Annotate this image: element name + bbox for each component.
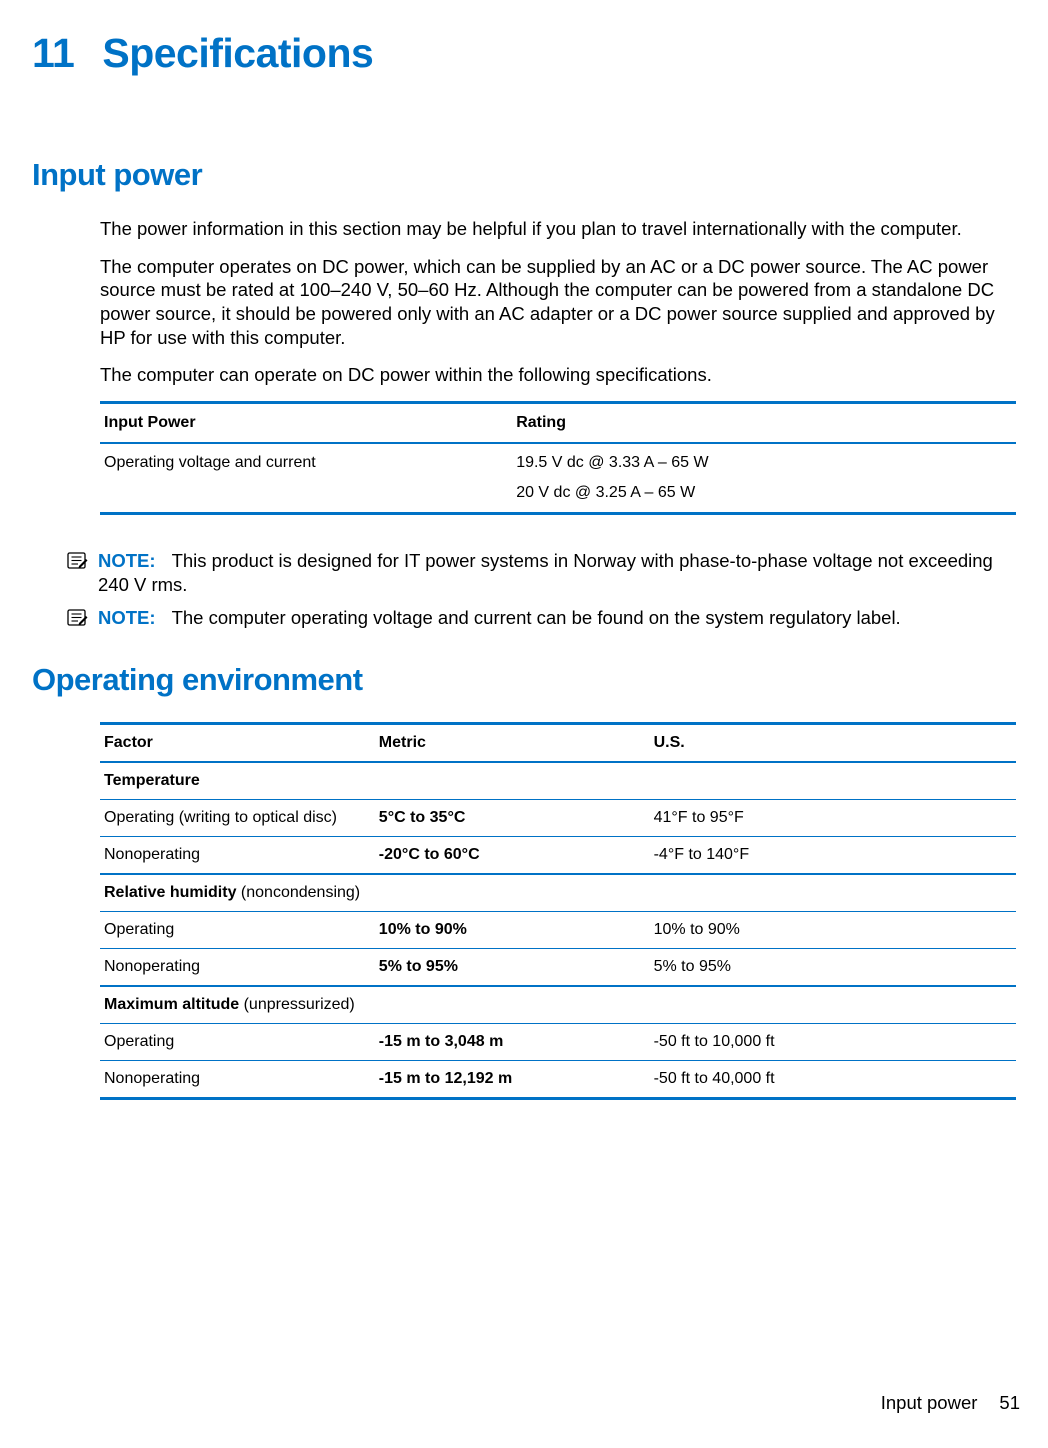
- table-cell-rating: 19.5 V dc @ 3.33 A – 65 W 20 V dc @ 3.25…: [512, 443, 1016, 514]
- table-header-row: Input Power Rating: [100, 403, 1016, 444]
- table-cell-metric: -15 m to 3,048 m: [375, 1024, 650, 1061]
- paragraph: The power information in this section ma…: [100, 217, 1016, 241]
- table-row: Nonoperating5% to 95%5% to 95%: [100, 949, 1016, 987]
- table-cell-us: -50 ft to 40,000 ft: [650, 1061, 1016, 1099]
- note: NOTE: The computer operating voltage and …: [66, 606, 1016, 634]
- table-cell-metric: 5% to 95%: [375, 949, 650, 987]
- chapter-title: Specifications: [102, 30, 373, 76]
- table-cell-metric: -15 m to 12,192 m: [375, 1061, 650, 1099]
- table-row: Operating10% to 90%10% to 90%: [100, 912, 1016, 949]
- section-operating-env-heading: Operating environment: [32, 662, 1016, 698]
- table-section-row: Temperature: [100, 762, 1016, 800]
- note-label: NOTE:: [98, 550, 156, 571]
- operating-env-table: Factor Metric U.S. TemperatureOperating …: [100, 722, 1016, 1100]
- footer-section: Input power: [881, 1392, 978, 1413]
- chapter-heading: 11 Specifications: [32, 30, 1016, 77]
- table-header: Rating: [512, 403, 1016, 444]
- table-cell-label: Operating voltage and current: [100, 443, 512, 514]
- input-power-body: The power information in this section ma…: [100, 217, 1016, 515]
- note: NOTE:This product is designed for IT pow…: [66, 549, 1016, 596]
- table-section-header: Relative humidity (noncondensing): [100, 874, 1016, 912]
- chapter-number: 11: [32, 30, 74, 77]
- table-header: Input Power: [100, 403, 512, 444]
- table-cell-us: 41°F to 95°F: [650, 800, 1016, 837]
- table-cell-factor: Operating (writing to optical disc): [100, 800, 375, 837]
- table-header: U.S.: [650, 724, 1016, 763]
- table-section-row: Maximum altitude (unpressurized): [100, 986, 1016, 1024]
- page: 11 Specifications Input power The power i…: [0, 0, 1048, 1448]
- table-cell-metric: 10% to 90%: [375, 912, 650, 949]
- note-label: NOTE:: [98, 607, 156, 628]
- note-body: This product is designed for IT power sy…: [98, 550, 993, 595]
- table-row: Nonoperating-15 m to 12,192 m-50 ft to 4…: [100, 1061, 1016, 1099]
- note-icon: [66, 608, 88, 634]
- paragraph: The computer operates on DC power, which…: [100, 255, 1016, 350]
- section-input-power-heading: Input power: [32, 157, 1016, 193]
- table-row: Operating voltage and current 19.5 V dc …: [100, 443, 1016, 514]
- footer-page-number: 51: [999, 1392, 1020, 1413]
- table-cell-factor: Nonoperating: [100, 837, 375, 875]
- table-row: Nonoperating-20°C to 60°C-4°F to 140°F: [100, 837, 1016, 875]
- table-cell-factor: Operating: [100, 912, 375, 949]
- rating-line: 20 V dc @ 3.25 A – 65 W: [516, 484, 1012, 502]
- table-cell-us: 10% to 90%: [650, 912, 1016, 949]
- note-text: NOTE: The computer operating voltage and …: [98, 606, 901, 630]
- table-cell-factor: Nonoperating: [100, 1061, 375, 1099]
- table-cell-metric: -20°C to 60°C: [375, 837, 650, 875]
- table-section-header: Temperature: [100, 762, 1016, 800]
- table-row: Operating (writing to optical disc)5°C t…: [100, 800, 1016, 837]
- note-body: The computer operating voltage and curre…: [172, 607, 901, 628]
- note-text: NOTE:This product is designed for IT pow…: [98, 549, 1016, 596]
- table-header: Factor: [100, 724, 375, 763]
- table-cell-factor: Nonoperating: [100, 949, 375, 987]
- table-cell-us: -4°F to 140°F: [650, 837, 1016, 875]
- table-section-row: Relative humidity (noncondensing): [100, 874, 1016, 912]
- table-header: Metric: [375, 724, 650, 763]
- table-cell-metric: 5°C to 35°C: [375, 800, 650, 837]
- table-cell-us: 5% to 95%: [650, 949, 1016, 987]
- table-section-header: Maximum altitude (unpressurized): [100, 986, 1016, 1024]
- table-header-row: Factor Metric U.S.: [100, 724, 1016, 763]
- note-icon: [66, 551, 88, 577]
- page-footer: Input power 51: [881, 1392, 1020, 1414]
- rating-line: 19.5 V dc @ 3.33 A – 65 W: [516, 454, 1012, 472]
- operating-env-body: Factor Metric U.S. TemperatureOperating …: [100, 722, 1016, 1100]
- table-cell-factor: Operating: [100, 1024, 375, 1061]
- table-cell-us: -50 ft to 10,000 ft: [650, 1024, 1016, 1061]
- table-row: Operating-15 m to 3,048 m-50 ft to 10,00…: [100, 1024, 1016, 1061]
- input-power-table: Input Power Rating Operating voltage and…: [100, 401, 1016, 515]
- paragraph: The computer can operate on DC power wit…: [100, 363, 1016, 387]
